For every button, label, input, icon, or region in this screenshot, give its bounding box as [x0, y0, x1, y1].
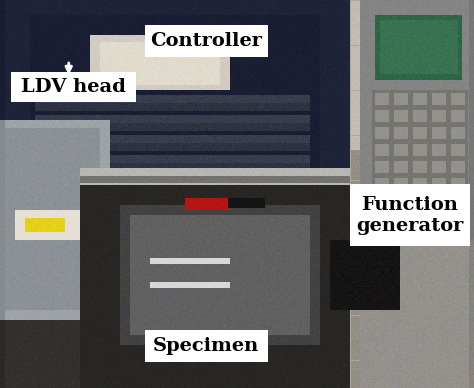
FancyBboxPatch shape — [10, 72, 136, 102]
Text: LDV head: LDV head — [21, 78, 126, 96]
FancyBboxPatch shape — [350, 184, 470, 246]
FancyBboxPatch shape — [145, 25, 268, 57]
Text: Function
generator: Function generator — [356, 196, 464, 235]
FancyBboxPatch shape — [145, 330, 268, 362]
Text: Controller: Controller — [150, 32, 262, 50]
Text: Specimen: Specimen — [153, 337, 259, 355]
